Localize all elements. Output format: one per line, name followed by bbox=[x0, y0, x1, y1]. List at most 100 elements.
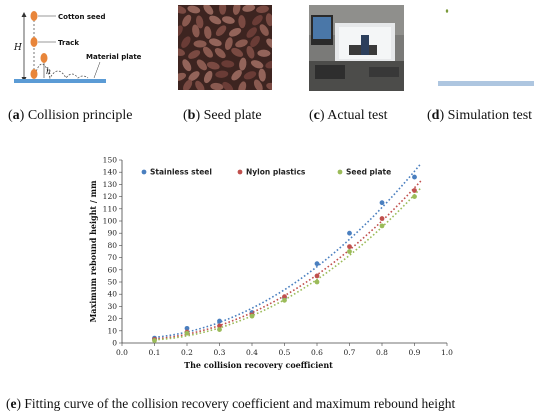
seed-icon bbox=[229, 28, 242, 37]
y-tick-label: 100 bbox=[103, 217, 118, 226]
y-tick-label: 120 bbox=[103, 192, 118, 201]
trendline-nylon-plastics bbox=[154, 180, 422, 340]
seed-icon bbox=[258, 68, 266, 82]
legend-marker bbox=[141, 169, 147, 175]
cotton-seed-label: Cotton seed bbox=[58, 13, 106, 21]
seed-icon bbox=[178, 48, 186, 56]
cotton-seed-icon bbox=[30, 37, 38, 47]
data-point-seed-plate bbox=[314, 279, 320, 285]
x-tick-label: 0.5 bbox=[279, 348, 291, 357]
seed-icon bbox=[238, 81, 247, 90]
data-point-stainless-steel bbox=[347, 230, 352, 236]
seed-icon bbox=[209, 38, 222, 47]
y-tick-label: 20 bbox=[107, 314, 117, 323]
seed-icon bbox=[209, 15, 222, 25]
seed-icon bbox=[239, 57, 247, 71]
data-point-seed-plate bbox=[412, 194, 417, 199]
h-label: h bbox=[46, 67, 51, 76]
x-tick-label: 0.2 bbox=[181, 348, 193, 357]
cotton-seed-icon bbox=[30, 69, 38, 79]
track-trajectory bbox=[33, 63, 89, 80]
seed-plate-photo bbox=[178, 5, 272, 90]
caption-d: (d) Simulation test bbox=[427, 108, 533, 123]
y-tick-label: 10 bbox=[107, 326, 117, 335]
y-tick-label: 30 bbox=[107, 302, 117, 311]
x-tick-label: 0.4 bbox=[246, 348, 258, 357]
seed-icon bbox=[231, 69, 242, 81]
legend-label: Nylon plastics bbox=[246, 168, 306, 177]
data-point-seed-plate bbox=[379, 223, 385, 229]
seed-icon bbox=[178, 72, 187, 81]
seed-icon bbox=[250, 35, 260, 48]
x-tick-label: 0.6 bbox=[311, 348, 323, 357]
seed-icon bbox=[222, 81, 234, 90]
simulated-seed-icon bbox=[445, 9, 449, 13]
seed-icon bbox=[187, 5, 201, 14]
seed-icon bbox=[202, 46, 213, 58]
x-tick-label: 0.0 bbox=[116, 348, 128, 357]
seed-icon bbox=[257, 49, 271, 57]
data-point-stainless-steel bbox=[184, 325, 190, 331]
x-tick-label: 0.7 bbox=[344, 348, 356, 357]
simulation-test-image bbox=[436, 5, 536, 90]
seed-icon bbox=[222, 16, 235, 24]
y-tick-label: 130 bbox=[103, 180, 118, 189]
seed-icon bbox=[246, 27, 257, 38]
seed-icon bbox=[221, 60, 235, 68]
rebound-height-chart: 0 10 20 30 40 50 60 70 80 90 100 110 120 130 140 150 0.0… bbox=[80, 150, 460, 380]
seed-icon bbox=[265, 60, 272, 69]
data-point-seed-plate bbox=[282, 297, 287, 303]
y-tick-label: 70 bbox=[107, 253, 117, 262]
caption-a: (a) Collision principle bbox=[8, 108, 133, 123]
y-tick-label: 80 bbox=[107, 241, 117, 250]
y-tick-label: 110 bbox=[103, 204, 118, 213]
simulated-plate bbox=[438, 81, 534, 86]
seed-icon bbox=[256, 5, 269, 14]
data-point-stainless-steel bbox=[314, 261, 320, 267]
data-point-nylon-plastics bbox=[347, 244, 352, 250]
actual-test-photo bbox=[309, 5, 404, 91]
y-axis-label: Maximum rebound height / mm bbox=[88, 180, 98, 323]
x-tick-label: 0.9 bbox=[409, 348, 421, 357]
seed-icon bbox=[192, 24, 200, 38]
data-point-seed-plate bbox=[152, 338, 157, 343]
seed-icon bbox=[195, 80, 205, 90]
seed-icon bbox=[232, 5, 241, 15]
collision-principle-diagram: Cotton seed Track Material plate H h bbox=[8, 4, 158, 94]
trendline-seed-plate bbox=[154, 187, 422, 341]
seed-icon bbox=[195, 15, 204, 29]
seed-icon bbox=[182, 14, 192, 27]
seed-icon bbox=[178, 25, 183, 38]
material-plate bbox=[14, 79, 106, 83]
seed-icon bbox=[203, 70, 213, 84]
seed-icon bbox=[252, 15, 263, 26]
data-point-stainless-steel bbox=[217, 318, 222, 324]
y-tick-label: 50 bbox=[107, 278, 117, 287]
data-point-seed-plate bbox=[249, 313, 255, 319]
seed-icon bbox=[196, 59, 207, 71]
y-tick-label: 60 bbox=[107, 265, 117, 274]
caption-c: (c) Actual test bbox=[309, 108, 388, 123]
y-tick-label: 0 bbox=[112, 339, 117, 348]
data-point-seed-plate bbox=[347, 249, 352, 254]
y-tick-label: 90 bbox=[107, 229, 117, 238]
seed-icon bbox=[204, 26, 212, 39]
x-tick-label: 0.8 bbox=[376, 348, 388, 357]
x-tick-label: 0.1 bbox=[149, 348, 161, 357]
seed-icon bbox=[266, 38, 272, 49]
legend-marker bbox=[337, 169, 343, 175]
y-tick-label: 150 bbox=[103, 156, 118, 165]
x-tick-label: 1.0 bbox=[441, 348, 453, 357]
data-point-nylon-plastics bbox=[217, 323, 222, 329]
seed-icon bbox=[188, 71, 200, 82]
seed-icon bbox=[206, 61, 220, 70]
data-point-seed-plate bbox=[184, 330, 190, 336]
x-axis-label: The collision recovery coefficient bbox=[184, 360, 333, 370]
seed-icon bbox=[259, 24, 269, 36]
data-point-nylon-plastics bbox=[282, 294, 287, 300]
legend-label: Stainless steel bbox=[150, 168, 212, 177]
seed-icon bbox=[181, 36, 191, 48]
seed-icon bbox=[231, 47, 244, 57]
seed-icon bbox=[214, 47, 226, 59]
seed-icon bbox=[224, 37, 233, 50]
